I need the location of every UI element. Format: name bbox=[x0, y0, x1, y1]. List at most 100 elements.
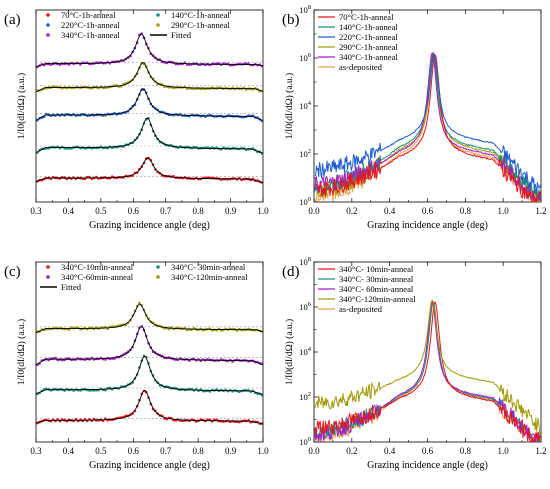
legend-marker bbox=[46, 23, 50, 27]
x-tick-label: 0.8 bbox=[193, 446, 205, 456]
legend-label: 340°C-120min-anneal bbox=[171, 272, 248, 282]
series-line bbox=[314, 299, 541, 436]
legend-label: as-deposited bbox=[339, 304, 383, 314]
fitted-line bbox=[36, 355, 263, 395]
legend-label: 340°C-1h-anneal bbox=[339, 52, 398, 62]
y-axis-label: 1/I0(dI/dΩ) (a.u.) bbox=[16, 73, 27, 139]
legend-label: 290°C-1h-anneal bbox=[339, 42, 398, 52]
legend-item: 340°C- 10min-anneal bbox=[318, 264, 414, 274]
legend-item: 340°C-120min-anneal bbox=[318, 294, 416, 304]
legend-label: Fitted bbox=[61, 282, 82, 292]
legend-marker bbox=[46, 265, 50, 269]
legend-item: 290°C-1h-anneal bbox=[318, 42, 398, 52]
panel-a: (a) 0.3 0.4 0.5 0.6 0.7 0.8 0.9 1.0 Grazing incid… bbox=[4, 9, 269, 231]
data-point bbox=[47, 327, 50, 331]
x-tick-label: 0.6 bbox=[128, 206, 140, 216]
panel-b: (b) 0.0 0.2 0.4 0.6 0.8 1.0 1.2 Grazing incidenc… bbox=[282, 4, 547, 231]
x-tick-label: 1.2 bbox=[535, 206, 546, 216]
legend-label: 220°C-1h-anneal bbox=[61, 20, 120, 30]
panel-label: (a) bbox=[4, 12, 21, 28]
y-axis-label: 1/I0(dI/dΩ) (a.u.) bbox=[284, 319, 295, 385]
legend-item: Fitted bbox=[150, 30, 192, 40]
legend-item: 340°C-1h-anneal bbox=[318, 52, 398, 62]
legend: 340°C-10min-anneal 340°C- 30min-anneal340… bbox=[40, 262, 248, 292]
legend-marker bbox=[156, 23, 160, 27]
x-tick-label: 0.3 bbox=[30, 206, 42, 216]
x-tick-label: 0.0 bbox=[308, 446, 320, 456]
legend-item: 140°C-1h-anneal bbox=[318, 22, 398, 32]
legend: 70°C-1h-anneal140°C-1h-anneal220°C-1h-an… bbox=[318, 12, 398, 72]
fitted-line bbox=[36, 325, 263, 366]
plot-area bbox=[314, 51, 541, 202]
legend-marker bbox=[156, 265, 160, 269]
legend-item: as-deposited bbox=[318, 304, 383, 314]
y-axis-label: 1/I0(dI/dΩ) (a.u.) bbox=[284, 73, 295, 139]
legend-item: 340°C- 60min-anneal bbox=[318, 284, 414, 294]
y-tick-label: 104 bbox=[299, 346, 312, 357]
legend-label: 340°C-1h-anneal bbox=[61, 30, 120, 40]
y-tick-label: 102 bbox=[299, 148, 311, 159]
panel-label: (c) bbox=[4, 264, 21, 280]
plot-area bbox=[314, 299, 541, 442]
legend-label: 340°C- 60min-anneal bbox=[339, 284, 414, 294]
panel-label: (d) bbox=[282, 264, 300, 280]
x-tick-label: 0.0 bbox=[308, 206, 320, 216]
y-axis-label: 1/I0(dI/dΩ) (a.u.) bbox=[16, 319, 27, 385]
x-tick-label: 0.8 bbox=[460, 206, 472, 216]
x-tick-label: 1.0 bbox=[257, 446, 269, 456]
plot-area bbox=[36, 301, 263, 425]
x-tick-label: 0.6 bbox=[422, 206, 434, 216]
x-tick-label: 0.6 bbox=[422, 446, 434, 456]
legend-label: Fitted bbox=[171, 30, 192, 40]
panel-c: (c) 0.3 0.4 0.5 0.6 0.7 0.8 0.9 1.0 Grazing incid… bbox=[4, 261, 269, 471]
fitted-line bbox=[36, 88, 263, 121]
series-line bbox=[314, 54, 541, 195]
legend-item: 220°C-1h-anneal bbox=[46, 20, 120, 30]
x-tick-label: 0.8 bbox=[460, 446, 472, 456]
x-tick-label: 0.7 bbox=[160, 206, 172, 216]
x-tick-label: 0.2 bbox=[346, 206, 357, 216]
x-tick-label: 0.4 bbox=[384, 206, 396, 216]
legend-item: 70°C-1h-anneal bbox=[318, 12, 394, 22]
x-tick-label: 0.4 bbox=[384, 446, 396, 456]
fitted-line bbox=[36, 117, 263, 154]
x-tick-label: 0.6 bbox=[128, 446, 140, 456]
legend-item: 70°C-1h-anneal bbox=[46, 10, 116, 20]
legend-label: 220°C-1h-anneal bbox=[339, 32, 398, 42]
x-tick-label: 1.2 bbox=[535, 446, 546, 456]
legend-label: 140°C-1h-anneal bbox=[171, 10, 230, 20]
y-tick-label: 108 bbox=[299, 256, 311, 267]
panel-label: (b) bbox=[282, 12, 300, 28]
y-tick-label: 106 bbox=[299, 52, 312, 63]
y-tick-label: 106 bbox=[299, 301, 312, 312]
plot-area bbox=[36, 32, 263, 184]
legend-item: 340°C- 30min-anneal bbox=[318, 274, 414, 284]
series-line bbox=[314, 54, 541, 202]
fitted-line bbox=[36, 389, 263, 425]
y-tick-label: 104 bbox=[299, 100, 312, 111]
x-tick-label: 1.0 bbox=[498, 446, 510, 456]
x-tick-label: 0.8 bbox=[193, 206, 205, 216]
legend-item: 220°C-1h-anneal bbox=[318, 32, 398, 42]
legend-label: 340°C-60min-anneal bbox=[61, 272, 134, 282]
legend: 70°C-1h-anneal 140°C-1h-anneal 220°C-1h-an… bbox=[46, 10, 230, 40]
legend-item: 340°C-1h-anneal bbox=[46, 30, 120, 40]
legend-label: 70°C-1h-anneal bbox=[339, 12, 394, 22]
x-axis-label: Grazing incidence angle (deg) bbox=[367, 220, 488, 231]
x-tick-label: 0.9 bbox=[225, 206, 237, 216]
legend-label: 70°C-1h-anneal bbox=[61, 10, 116, 20]
x-tick-label: 0.7 bbox=[160, 446, 172, 456]
x-tick-label: 0.4 bbox=[63, 206, 75, 216]
fitted-line bbox=[36, 62, 263, 93]
legend-label: as-deposited bbox=[339, 62, 383, 72]
x-tick-label: 0.5 bbox=[95, 206, 107, 216]
x-tick-label: 0.5 bbox=[95, 446, 107, 456]
legend-item: 340°C-120min-anneal bbox=[156, 272, 248, 282]
legend-marker bbox=[46, 13, 50, 17]
legend-item: 340°C-10min-anneal bbox=[46, 262, 134, 272]
legend-marker bbox=[46, 33, 50, 37]
y-tick-label: 102 bbox=[299, 391, 311, 402]
x-axis-label: Grazing incidence angle (deg) bbox=[367, 460, 488, 471]
